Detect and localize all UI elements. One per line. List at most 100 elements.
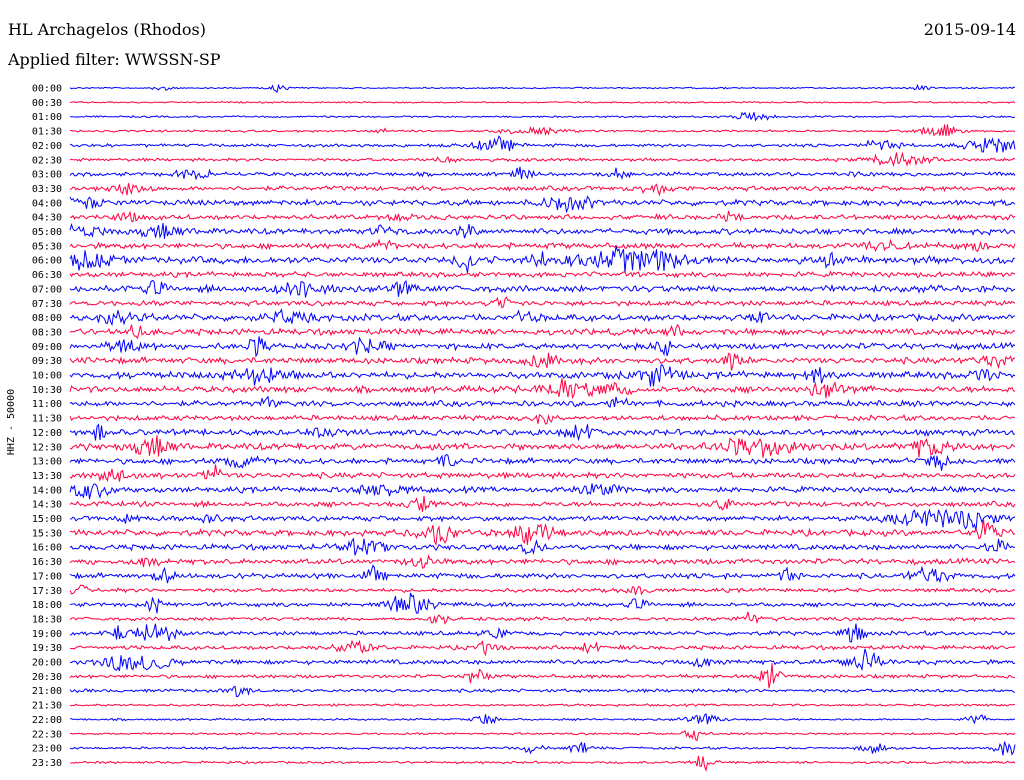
time-label: 11:00 [32, 399, 62, 410]
time-label: 04:00 [32, 198, 62, 209]
trace-0200 [69, 135, 1016, 153]
channel-label: HHZ - 50000 [6, 389, 17, 455]
trace-1400 [69, 483, 1016, 500]
time-label: 02:30 [32, 155, 62, 166]
time-label: 21:00 [32, 686, 62, 697]
trace-1600 [69, 537, 1016, 556]
time-label: 07:00 [32, 284, 62, 295]
trace-1630 [69, 554, 1016, 569]
time-label: 18:30 [32, 614, 62, 625]
trace-0830 [69, 323, 1016, 340]
trace-2230 [69, 729, 1016, 742]
time-label: 15:00 [32, 514, 62, 525]
trace-1500 [69, 508, 1016, 531]
time-label: 19:30 [32, 643, 62, 654]
trace-0500 [69, 222, 1016, 239]
trace-0400 [69, 195, 1016, 214]
time-label: 16:30 [32, 557, 62, 568]
trace-1000 [69, 364, 1016, 387]
trace-1300 [69, 453, 1016, 471]
time-label: 12:30 [32, 442, 62, 453]
time-label: 07:30 [32, 299, 62, 310]
trace-1800 [69, 592, 1016, 614]
time-label: 14:00 [32, 485, 62, 496]
trace-0730 [69, 296, 1016, 309]
time-label: 06:30 [32, 270, 62, 281]
trace-0600 [69, 246, 1015, 273]
trace-1930 [69, 639, 1016, 657]
trace-0430 [69, 210, 1016, 223]
time-label: 06:00 [32, 256, 62, 267]
trace-1700 [69, 564, 1016, 584]
trace-0930 [69, 352, 1016, 371]
time-label: 20:00 [32, 658, 62, 669]
trace-1130 [69, 413, 1016, 425]
time-label: 04:30 [32, 213, 62, 224]
station-title: HL Archagelos (Rhodos) [8, 20, 206, 39]
filter-label: Applied filter: WWSSN-SP [8, 50, 221, 69]
time-label: 17:30 [32, 586, 62, 597]
time-label: 10:30 [32, 385, 62, 396]
time-label: 23:00 [32, 744, 62, 755]
time-label: 16:00 [32, 543, 62, 554]
trace-0700 [69, 279, 1016, 298]
trace-0530 [69, 238, 1016, 253]
trace-0000 [69, 83, 1015, 94]
trace-0330 [69, 183, 1016, 197]
time-label: 18:00 [32, 600, 62, 611]
trace-2000 [69, 648, 1016, 672]
trace-1330 [69, 464, 1016, 482]
time-label: 00:00 [32, 84, 62, 95]
time-label: 09:30 [32, 356, 62, 367]
trace-0900 [69, 336, 1016, 358]
time-label: 00:30 [32, 98, 62, 109]
trace-1900 [69, 623, 1016, 643]
trace-0800 [69, 308, 1016, 327]
trace-2300 [69, 741, 1016, 756]
trace-1730 [69, 584, 1016, 596]
time-label: 01:30 [32, 127, 62, 138]
time-label: 03:00 [32, 170, 62, 181]
time-label: 13:00 [32, 457, 62, 468]
trace-1530 [69, 519, 1016, 547]
trace-0030 [69, 100, 1016, 104]
trace-0100 [69, 111, 1016, 122]
time-label: 19:00 [32, 629, 62, 640]
trace-1200 [69, 423, 1016, 442]
time-label: 08:30 [32, 327, 62, 338]
trace-group [69, 83, 1016, 773]
time-label: 23:30 [32, 758, 62, 769]
time-label: 05:00 [32, 227, 62, 238]
time-label: 20:30 [32, 672, 62, 683]
trace-2200 [69, 712, 1016, 725]
trace-0230 [69, 151, 1016, 167]
trace-0130 [69, 124, 1016, 137]
trace-1430 [69, 495, 1016, 512]
time-label: 12:00 [32, 428, 62, 439]
trace-2030 [69, 663, 1016, 689]
time-label: 17:00 [32, 571, 62, 582]
time-label: 02:00 [32, 141, 62, 152]
trace-0300 [69, 166, 1016, 181]
time-label: 09:00 [32, 342, 62, 353]
trace-1230 [69, 435, 1016, 458]
time-label: 14:30 [32, 500, 62, 511]
trace-1030 [69, 378, 1016, 400]
time-label: 05:30 [32, 241, 62, 252]
trace-2100 [69, 685, 1016, 698]
time-label: 10:00 [32, 371, 62, 382]
time-label: 01:00 [32, 112, 62, 123]
trace-2130 [69, 703, 1016, 708]
time-label: 08:00 [32, 313, 62, 324]
trace-0630 [69, 270, 1016, 279]
time-label: 22:30 [32, 729, 62, 740]
time-label: 03:30 [32, 184, 62, 195]
time-label: 11:30 [32, 414, 62, 425]
time-label: 15:30 [32, 528, 62, 539]
trace-2330 [69, 755, 1016, 773]
time-label: 13:30 [32, 471, 62, 482]
trace-1100 [69, 395, 1016, 409]
time-label: 22:00 [32, 715, 62, 726]
time-label: 21:30 [32, 701, 62, 712]
